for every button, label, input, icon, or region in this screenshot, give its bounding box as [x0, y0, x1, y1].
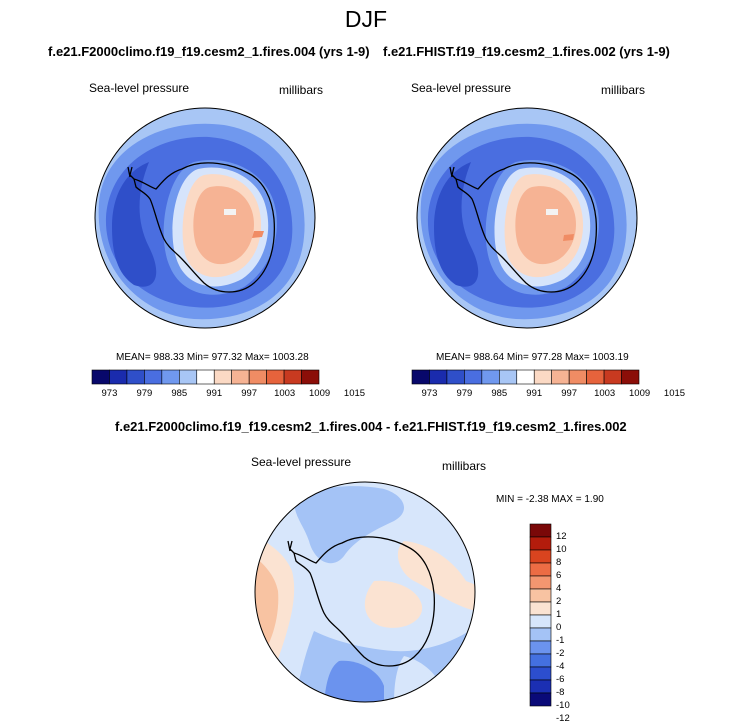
colorbar-box	[144, 369, 163, 385]
colorbar-box	[499, 369, 518, 385]
left-colorbar	[91, 369, 320, 385]
colorbar-tick-label: 1003	[274, 388, 296, 399]
colorbar-box	[603, 369, 622, 385]
right-polar-map	[416, 107, 638, 329]
diff-units-label: millibars	[442, 459, 487, 473]
colorbar-tick-label: 973	[101, 388, 118, 399]
colorbar-tick-label: -2	[556, 648, 565, 659]
colorbar-box	[301, 369, 320, 385]
colorbar-tick-label: 12	[556, 531, 567, 542]
diff-colorbar	[529, 523, 552, 707]
colorbar-box	[529, 640, 552, 655]
colorbar-tick-label: -6	[556, 674, 565, 685]
figure-title: DJF	[344, 6, 388, 32]
colorbar-tick-label: 1009	[309, 388, 331, 399]
colorbar-box	[529, 601, 552, 616]
colorbar-box	[283, 369, 302, 385]
colorbar-box	[481, 369, 500, 385]
colorbar-box	[529, 666, 552, 681]
colorbar-tick-label: 991	[206, 388, 223, 399]
colorbar-tick-label: -1	[556, 635, 565, 646]
colorbar-tick-label: 1015	[343, 388, 366, 399]
colorbar-box	[529, 575, 552, 590]
colorbar-box	[516, 369, 535, 385]
colorbar-box	[533, 369, 552, 385]
colorbar-box	[411, 369, 430, 385]
colorbar-tick-label: 1003	[594, 388, 616, 399]
colorbar-box	[91, 369, 110, 385]
colorbar-box	[429, 369, 448, 385]
right-variable-label: Sea-level pressure	[411, 81, 512, 95]
colorbar-box	[529, 588, 552, 603]
right-stats: MEAN= 988.64 Min= 977.28 Max= 1003.19	[436, 352, 629, 363]
left-variable-label: Sea-level pressure	[89, 81, 190, 95]
diff-panel-title: f.e21.F2000climo.f19_f19.cesm2_1.fires.0…	[115, 419, 627, 434]
colorbar-tick-label: -4	[556, 661, 565, 672]
colorbar-tick-label: 2	[556, 596, 562, 607]
colorbar-tick-label: 8	[556, 557, 562, 568]
left-panel-title: f.e21.F2000climo.f19_f19.cesm2_1.fires.0…	[48, 44, 370, 59]
colorbar-box	[446, 369, 465, 385]
left-units-label: millibars	[279, 83, 324, 97]
colorbar-box	[529, 692, 552, 707]
colorbar-box	[161, 369, 180, 385]
colorbar-box	[196, 369, 215, 385]
colorbar-box	[529, 653, 552, 668]
colorbar-box	[568, 369, 587, 385]
diff-stats: MIN = -2.38 MAX = 1.90	[496, 494, 604, 505]
colorbar-tick-label: 985	[171, 388, 188, 399]
colorbar-tick-label: 1	[556, 609, 562, 620]
colorbar-box	[464, 369, 483, 385]
colorbar-tick-label: 0	[556, 622, 562, 633]
colorbar-box	[529, 679, 552, 694]
right-panel-title: f.e21.FHIST.f19_f19.cesm2_1.fires.002 (y…	[383, 44, 670, 59]
colorbar-tick-label: 979	[136, 388, 153, 399]
colorbar-box	[621, 369, 640, 385]
colorbar-box	[529, 536, 552, 551]
colorbar-box	[266, 369, 285, 385]
colorbar-tick-label: 10	[556, 544, 567, 555]
colorbar-tick-label: 985	[491, 388, 508, 399]
diff-variable-label: Sea-level pressure	[251, 455, 352, 469]
colorbar-box	[179, 369, 198, 385]
right-units-label: millibars	[601, 83, 646, 97]
colorbar-tick-label: 991	[526, 388, 543, 399]
left-stats: MEAN= 988.33 Min= 977.32 Max= 1003.28	[116, 352, 309, 363]
colorbar-box	[248, 369, 267, 385]
colorbar-box	[529, 562, 552, 577]
colorbar-tick-label: 1009	[629, 388, 651, 399]
colorbar-tick-label: 997	[561, 388, 578, 399]
colorbar-tick-label: 997	[241, 388, 258, 399]
colorbar-box	[529, 549, 552, 564]
colorbar-box	[551, 369, 570, 385]
colorbar-tick-label: 1015	[663, 388, 686, 399]
colorbar-box	[529, 523, 552, 538]
colorbar-tick-label: 979	[456, 388, 473, 399]
colorbar-box	[586, 369, 605, 385]
diff-polar-map	[254, 481, 476, 703]
colorbar-box	[126, 369, 145, 385]
colorbar-tick-label: -10	[556, 700, 570, 711]
colorbar-tick-label: 4	[556, 583, 562, 594]
right-colorbar	[411, 369, 640, 385]
colorbar-box	[231, 369, 250, 385]
colorbar-tick-label: 973	[421, 388, 438, 399]
colorbar-box	[529, 614, 552, 629]
colorbar-tick-label: 6	[556, 570, 562, 581]
colorbar-box	[213, 369, 232, 385]
colorbar-box	[109, 369, 128, 385]
colorbar-tick-label: -8	[556, 687, 565, 698]
left-polar-map	[94, 107, 316, 329]
colorbar-box	[529, 627, 552, 642]
